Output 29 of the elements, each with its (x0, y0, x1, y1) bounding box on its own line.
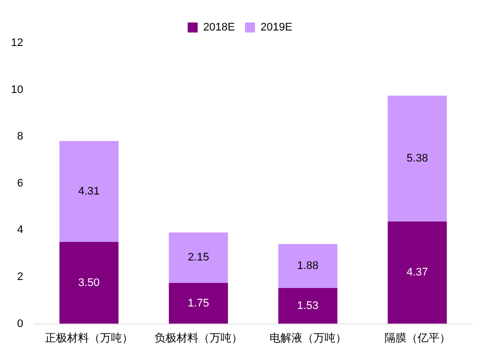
bar (59, 141, 119, 242)
bar (168, 232, 228, 283)
data-label: 4.31 (78, 186, 100, 198)
x-tick-label: 负极材料（万吨） (154, 331, 242, 344)
bar (168, 282, 228, 324)
y-tick-label: 10 (10, 84, 24, 96)
bar (388, 96, 447, 222)
bar (278, 288, 338, 324)
y-tick-label: 12 (10, 37, 24, 50)
y-tick-label: 0 (17, 318, 24, 330)
x-tick-label: 电解液（万吨） (269, 331, 346, 344)
data-label: 2.15 (188, 252, 210, 264)
data-label: 1.75 (188, 297, 210, 310)
y-tick-label: 6 (17, 177, 24, 190)
data-label: 1.53 (297, 300, 319, 312)
bar (59, 242, 119, 324)
x-tick-label: 隔膜（亿平） (384, 332, 450, 344)
data-label: 1.88 (297, 260, 319, 272)
y-tick-label: 4 (17, 224, 24, 236)
y-tick-label: 2 (17, 271, 24, 284)
bar (388, 222, 447, 324)
bar (278, 244, 338, 288)
legend-label: 2019E (260, 22, 292, 34)
data-label: 3.50 (78, 276, 100, 289)
data-label: 4.37 (406, 266, 428, 279)
x-tick-label: 正极材料（万吨） (44, 331, 133, 344)
data-label: 5.38 (406, 152, 428, 165)
y-tick-label: 8 (17, 130, 24, 143)
legend-label: 2018E (203, 22, 236, 34)
